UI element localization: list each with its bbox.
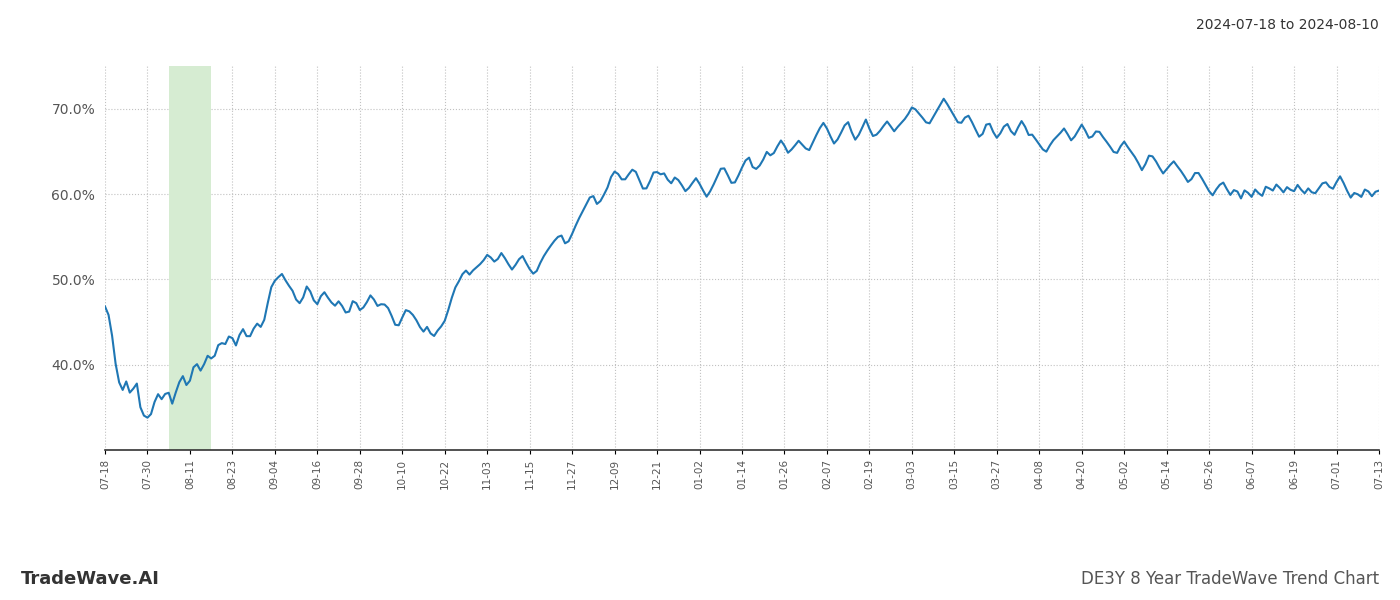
Text: 2024-07-18 to 2024-08-10: 2024-07-18 to 2024-08-10 <box>1196 18 1379 32</box>
Text: DE3Y 8 Year TradeWave Trend Chart: DE3Y 8 Year TradeWave Trend Chart <box>1081 570 1379 588</box>
Text: TradeWave.AI: TradeWave.AI <box>21 570 160 588</box>
Bar <box>168 66 211 450</box>
